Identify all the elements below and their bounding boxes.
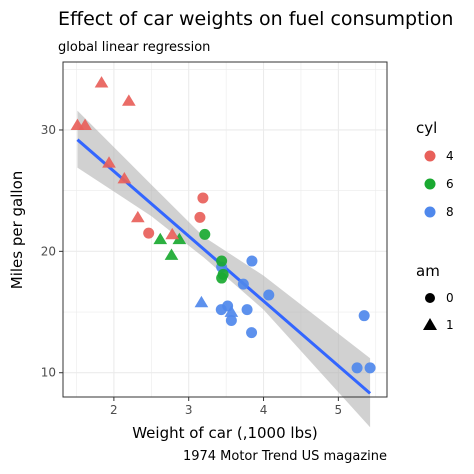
x-tick-label-0: 2 xyxy=(110,403,118,417)
x-axis-title: Weight of car (,1000 lbs) xyxy=(132,424,318,442)
legend-cyl-key-4 xyxy=(424,150,436,162)
data-point-22 xyxy=(215,304,227,316)
data-point-8 xyxy=(194,211,206,223)
data-point-17 xyxy=(122,94,136,106)
data-points xyxy=(70,76,376,374)
legend-am-label-1: 1 xyxy=(446,318,454,332)
y-axis-title: Miles per gallon xyxy=(8,171,26,290)
legend-cyl-key-8 xyxy=(424,206,436,218)
data-point-29 xyxy=(164,248,179,260)
legend-cyl-label-8: 8 xyxy=(446,205,454,219)
data-point-2 xyxy=(131,210,145,223)
x-tick-label-2: 4 xyxy=(260,403,268,417)
data-point-12 xyxy=(237,278,249,290)
data-point-27 xyxy=(70,118,85,130)
data-point-10 xyxy=(216,272,228,284)
x-axis-ticks: 2 3 4 5 xyxy=(110,397,342,417)
y-tick-label-0: 10 xyxy=(41,366,56,380)
x-tick-label-3: 5 xyxy=(335,403,343,417)
data-point-30 xyxy=(224,305,239,317)
legend-am-label-0: 0 xyxy=(446,291,454,305)
data-point-20 xyxy=(143,227,155,239)
data-point-9 xyxy=(216,255,228,267)
data-point-25 xyxy=(102,156,116,168)
legend-cyl-label-6: 6 xyxy=(446,177,454,191)
data-point-0 xyxy=(153,232,168,245)
legend-am-key-0 xyxy=(425,293,435,303)
data-point-28 xyxy=(194,295,209,308)
chart-subtitle: global linear regression xyxy=(58,40,210,55)
data-point-19 xyxy=(94,76,109,88)
chart-title: Effect of car weights on fuel consumptio… xyxy=(58,8,453,30)
data-point-7 xyxy=(197,192,209,204)
legend-cyl-key-6 xyxy=(424,178,436,190)
data-point-14 xyxy=(351,362,363,374)
chart-caption: 1974 Motor Trend US magazine xyxy=(183,449,387,464)
data-point-31 xyxy=(165,227,180,240)
data-point-24 xyxy=(246,255,258,267)
x-tick-label-1: 3 xyxy=(185,403,193,417)
data-point-6 xyxy=(225,315,237,327)
data-point-1 xyxy=(172,232,187,245)
legend-cyl-title: cyl xyxy=(416,119,437,137)
data-point-13 xyxy=(241,304,253,316)
data-point-15 xyxy=(364,362,376,374)
legend-am-title: am xyxy=(416,262,440,280)
y-axis-ticks: 10 20 30 xyxy=(41,123,63,380)
data-point-3 xyxy=(199,228,211,240)
data-point-11 xyxy=(263,289,275,301)
legend-am: am 0 1 xyxy=(416,262,454,332)
data-point-26 xyxy=(117,172,132,184)
plot-border xyxy=(62,61,388,398)
data-point-16 xyxy=(358,310,370,322)
y-tick-label-1: 20 xyxy=(41,244,56,258)
y-tick-label-2: 30 xyxy=(41,123,56,137)
legend-cyl-label-4: 4 xyxy=(446,149,454,163)
legend-am-key-1 xyxy=(423,318,437,330)
data-point-23 xyxy=(246,327,258,339)
legend-cyl: cyl 4 6 8 xyxy=(416,119,454,219)
